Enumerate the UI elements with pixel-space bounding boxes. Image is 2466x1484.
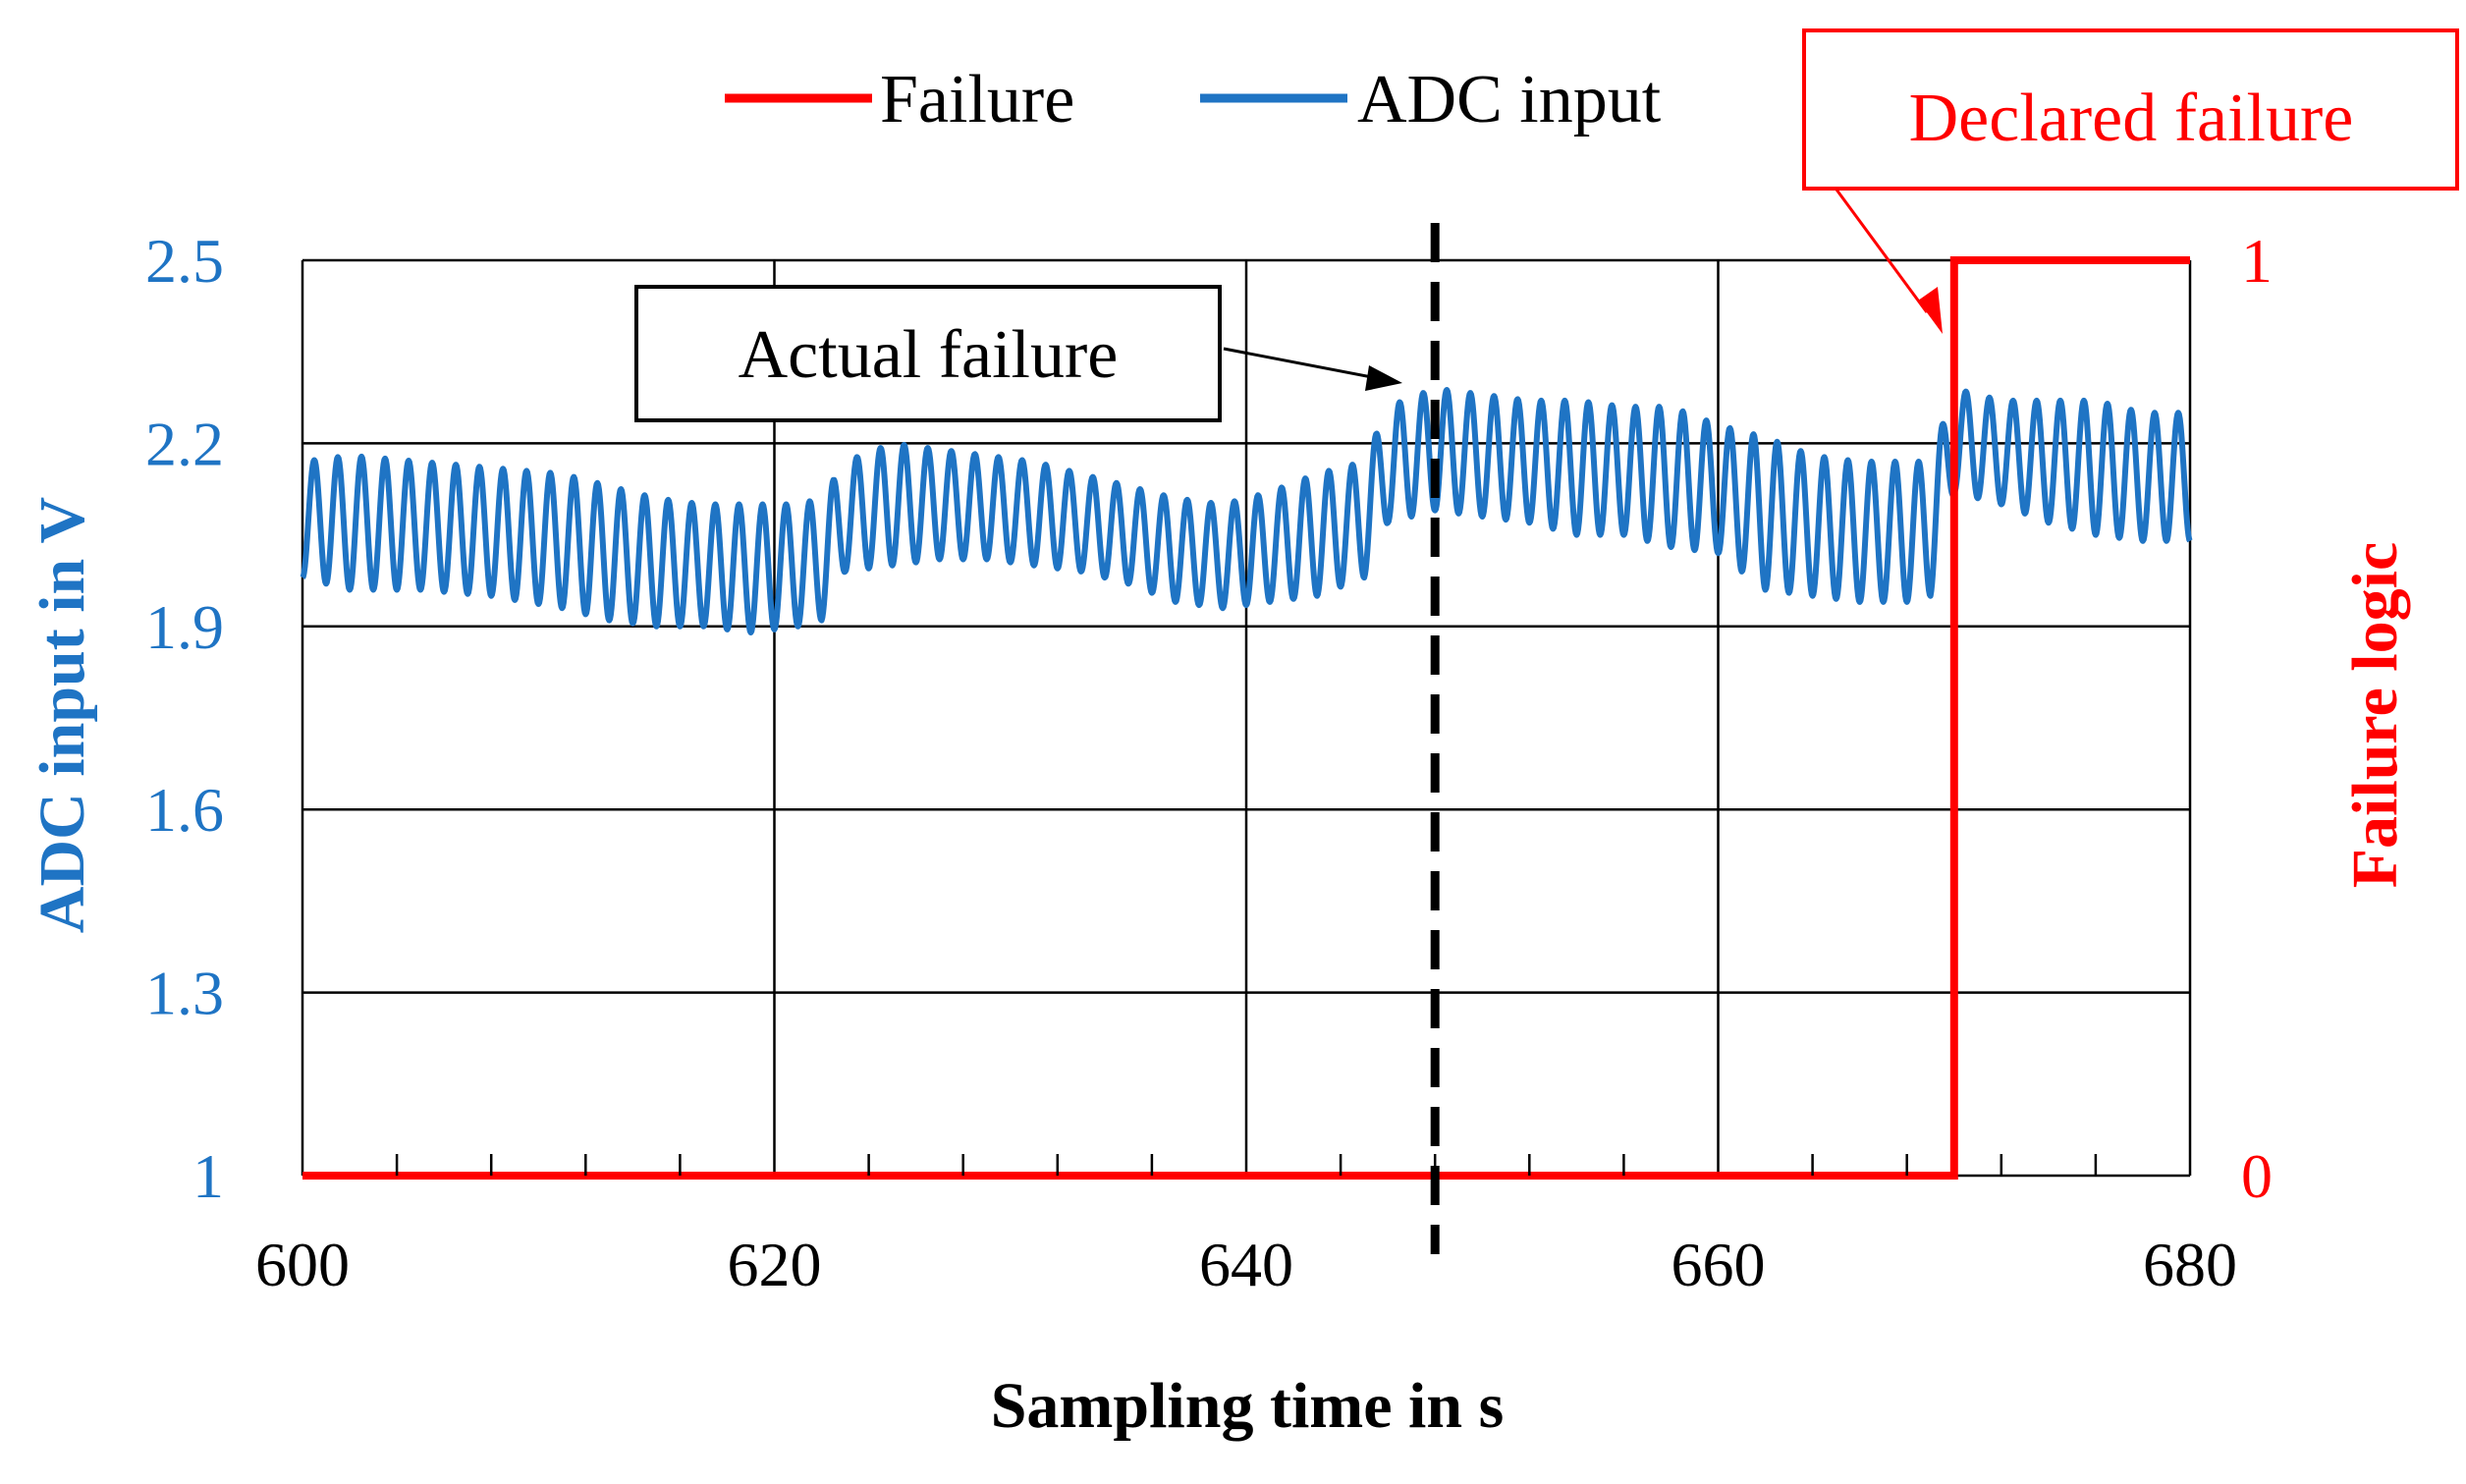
- y-left-tick-label-3: 1.9: [145, 592, 224, 662]
- grid: [301, 258, 2192, 1178]
- y-right-tick-label-1: 1: [2241, 226, 2273, 296]
- series-layer: [300, 223, 2193, 1254]
- annotation-declared-failure-arrowhead: [1918, 287, 1943, 334]
- x-tick-label-1: 620: [728, 1230, 822, 1299]
- y-axis-right-title: Failure logic: [2339, 542, 2411, 889]
- annotation-declared-failure: Declared failure: [1802, 28, 2459, 334]
- legend-label-failure: Failure: [880, 62, 1074, 137]
- annotation-actual-failure-arrowhead: [1365, 365, 1402, 391]
- y-left-tick-label-1: 1.3: [145, 959, 224, 1028]
- annotation-actual-failure-box: [634, 285, 1222, 422]
- x-axis-title: Sampling time in s: [991, 1370, 1505, 1442]
- y-axis-left-title: ADC input in V: [27, 497, 98, 933]
- y-right-tick-label-0: 0: [2241, 1141, 2273, 1211]
- y-left-tick-label-2: 1.6: [145, 775, 224, 845]
- ticks-layer: [395, 1154, 2098, 1176]
- annotation-actual-failure-text: Actual failure: [739, 317, 1119, 393]
- y-left-tick-label-0: 1: [192, 1141, 224, 1211]
- annotation-declared-failure-arrow: [1835, 189, 1929, 313]
- y-left-tick-label-4: 2.2: [145, 409, 224, 478]
- y-left-tick-label-5: 2.5: [145, 226, 224, 296]
- x-tick-label-3: 660: [1671, 1230, 1766, 1299]
- series-failure-line: [302, 256, 2190, 1180]
- labels-layer: 600 620 640 660 680 1 1.3 1.6 1.9 2.2 2.5 0 1: [145, 226, 2273, 1299]
- legend-label-adc-input: ADC input: [1357, 62, 1662, 137]
- annotation-declared-failure-box: [1802, 28, 2459, 191]
- x-tick-label-4: 680: [2143, 1230, 2237, 1299]
- x-tick-label-2: 640: [1199, 1230, 1293, 1299]
- series-adc-input-line: [300, 387, 2193, 635]
- x-tick-label-0: 600: [255, 1230, 350, 1299]
- annotation-declared-failure-text: Declared failure: [1909, 81, 2354, 156]
- annotation-actual-failure: Actual failure: [634, 285, 1402, 422]
- legend: Failure ADC input: [725, 62, 1662, 137]
- annotation-actual-failure-arrow: [1223, 347, 1378, 380]
